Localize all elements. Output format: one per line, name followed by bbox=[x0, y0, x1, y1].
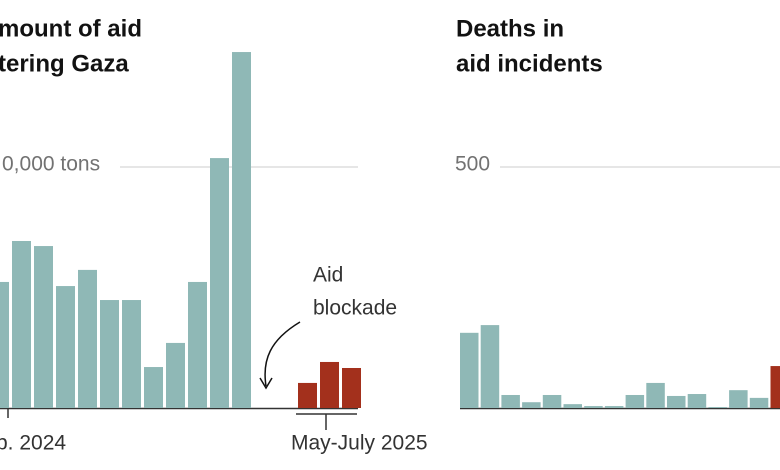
bar bbox=[501, 394, 520, 408]
bar bbox=[625, 394, 645, 408]
bar bbox=[320, 361, 339, 408]
annotation: blockade bbox=[313, 297, 397, 320]
bar bbox=[729, 390, 748, 408]
chart-title: mount of aid bbox=[0, 15, 142, 42]
bar bbox=[770, 366, 780, 408]
bar bbox=[708, 407, 727, 408]
bar bbox=[749, 397, 769, 408]
bracket bbox=[296, 413, 357, 430]
bar bbox=[646, 382, 665, 408]
bar bbox=[584, 406, 603, 408]
bar bbox=[460, 332, 479, 408]
x-label: May-July 2025 bbox=[291, 432, 428, 455]
bar bbox=[122, 300, 141, 408]
arrow bbox=[264, 321, 301, 387]
bar bbox=[542, 394, 562, 408]
bar bbox=[522, 402, 541, 408]
bar bbox=[210, 158, 229, 408]
bar bbox=[563, 404, 582, 408]
bar bbox=[342, 367, 361, 408]
bar bbox=[232, 52, 251, 408]
bar bbox=[188, 281, 207, 408]
bar bbox=[0, 281, 9, 408]
bar bbox=[100, 300, 119, 408]
bar bbox=[298, 382, 317, 408]
bar bbox=[667, 395, 686, 408]
chart-title: aid incidents bbox=[456, 50, 603, 77]
bar bbox=[480, 325, 500, 408]
bar bbox=[166, 342, 185, 408]
bar bbox=[78, 269, 97, 408]
chart-title: tering Gaza bbox=[0, 50, 129, 77]
y-tick-label: 500 bbox=[455, 153, 490, 176]
annotation: Aid bbox=[313, 264, 343, 287]
x-label: b. 2024 bbox=[0, 432, 66, 455]
bar bbox=[12, 240, 31, 408]
bar bbox=[687, 394, 707, 408]
y-tick-label: 0,000 tons bbox=[2, 153, 100, 176]
arrow-head bbox=[259, 377, 273, 390]
bar bbox=[34, 246, 53, 408]
bar bbox=[144, 367, 163, 408]
chart-title: Deaths in bbox=[456, 15, 564, 42]
bar bbox=[604, 406, 624, 408]
bar bbox=[56, 286, 75, 408]
